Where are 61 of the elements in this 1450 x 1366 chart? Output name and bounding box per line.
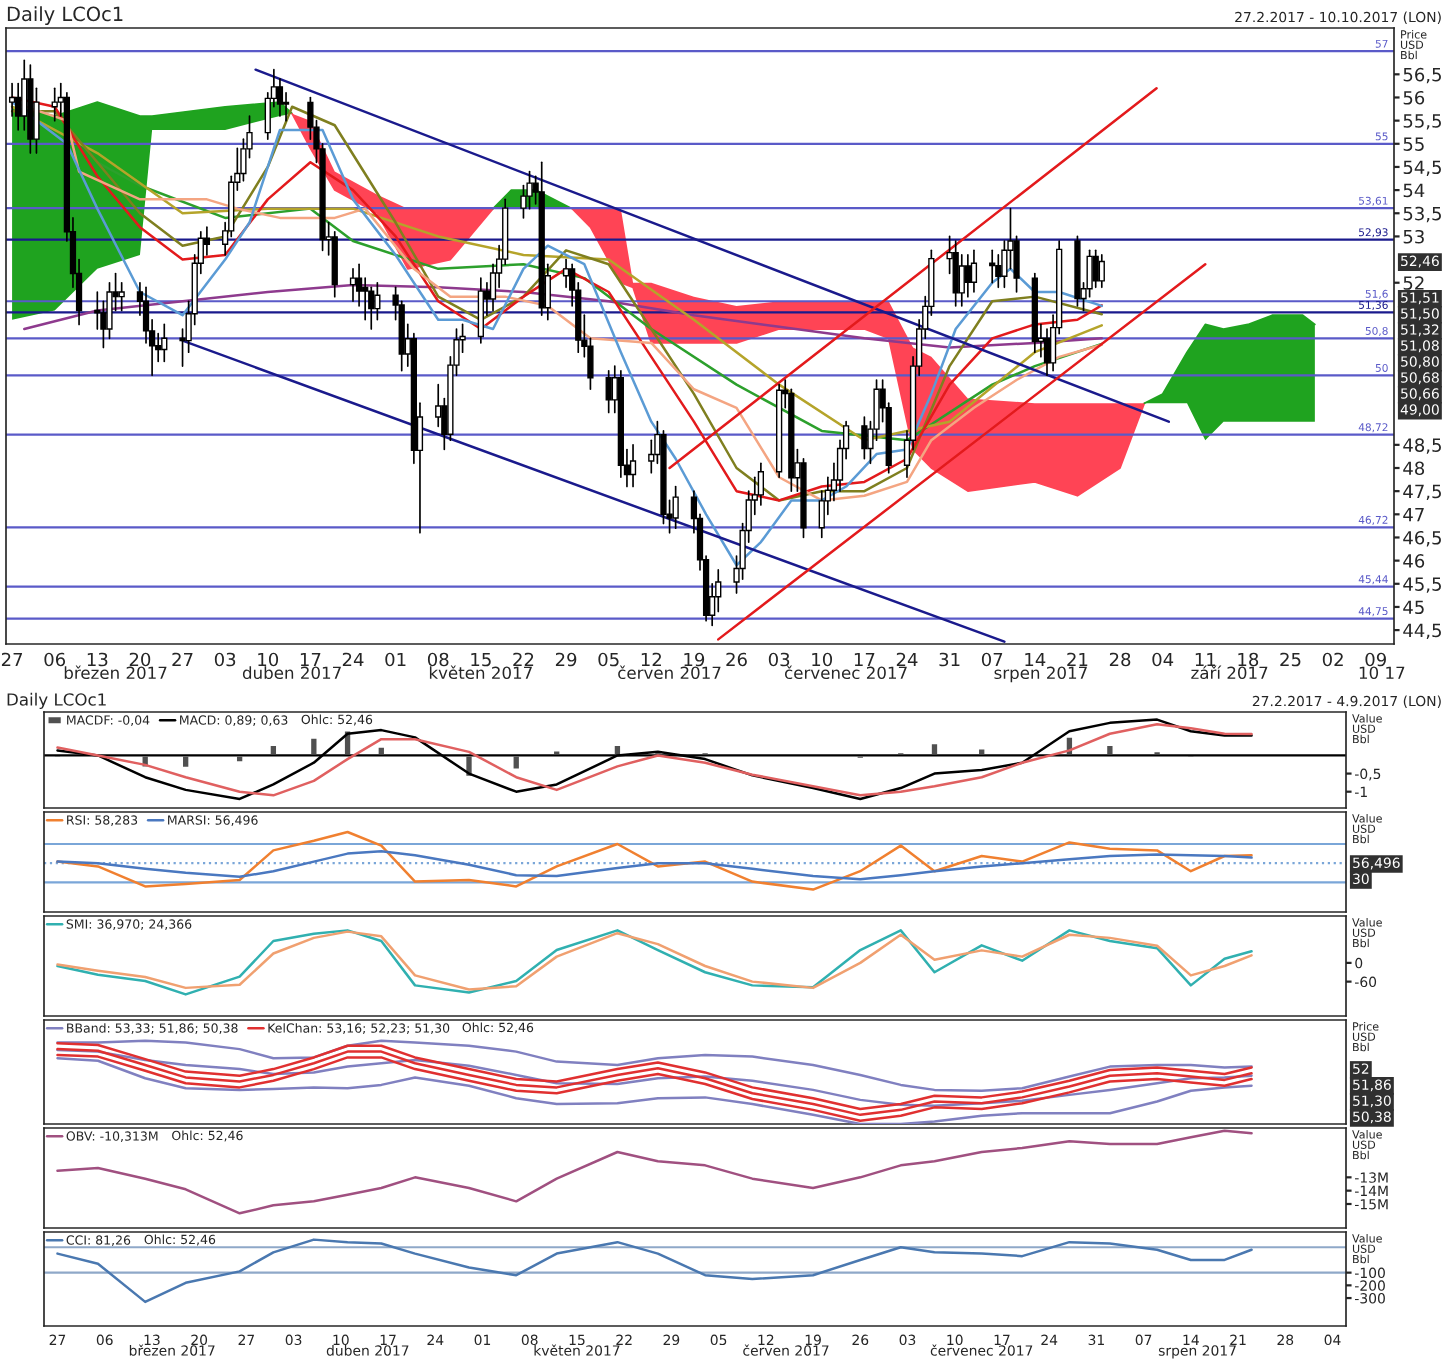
x-tick-label: 27: [172, 652, 193, 667]
y-tick-label: 52: [1403, 276, 1424, 290]
x-tick-label: 03: [214, 652, 236, 667]
y-tick-label: 54,5: [1403, 160, 1441, 176]
x-tick-label: 25: [1280, 652, 1301, 667]
x2-tick-label: červenec 2017: [784, 665, 907, 680]
x-tick-label: 17: [854, 652, 875, 667]
x-tick-label: 09: [1365, 652, 1386, 667]
x-tick-label: 08: [427, 652, 449, 667]
x-tick-label: 04: [1152, 652, 1174, 667]
x-tick-label: 13: [87, 652, 108, 667]
x-tick-label: 18: [1238, 652, 1259, 667]
x-tick-label: 24: [896, 652, 918, 667]
x-tick-label: 10: [258, 652, 279, 667]
y-tick-label: 46: [1403, 554, 1425, 568]
x2-tick-label: září 2017: [1191, 665, 1268, 680]
x-tick-label: 20: [129, 652, 151, 667]
x2-tick-label: 10 17: [1359, 666, 1405, 680]
x-tick-label: 24: [342, 652, 364, 667]
x-tick-label: 17: [300, 652, 321, 667]
x-tick-label: 28: [1109, 652, 1131, 667]
y-tick-label: 54: [1403, 183, 1425, 198]
chart-title: Daily LCOc1: [7, 6, 123, 25]
x-tick-label: 29: [555, 652, 577, 667]
x2-tick-label: duben 2017: [242, 666, 341, 680]
x-tick-label: 31: [939, 652, 960, 667]
y-tick-label: 56: [1403, 90, 1425, 105]
x2-tick-label: květen 2017: [429, 665, 532, 680]
y-tick-label: 56,5: [1403, 67, 1441, 84]
y-tick-label: 46,5: [1403, 530, 1441, 547]
chart-title: Daily LCOc1: [7, 692, 106, 709]
x-tick-label: 19: [684, 652, 705, 667]
y-tick-label: 53,5: [1403, 206, 1441, 223]
x-tick-label: 06: [44, 652, 66, 667]
x-tick-label: 14: [1025, 652, 1046, 667]
x-tick-label: 12: [641, 652, 661, 667]
y-tick-label: 55,5: [1403, 114, 1441, 130]
x-tick-label: 11: [1195, 652, 1216, 667]
x2-tick-label: červen 2017: [618, 665, 721, 680]
y-tick-label: 45: [1403, 600, 1424, 615]
y-tick-label: 47,5: [1403, 484, 1441, 501]
x-tick-label: 15: [471, 652, 491, 667]
x-tick-label: 27: [1, 652, 23, 667]
y-tick-label: 44,5: [1403, 623, 1441, 640]
x-tick-label: 02: [1322, 652, 1343, 667]
x-tick-label: 22: [513, 652, 534, 667]
x-tick-label: 03: [768, 652, 790, 667]
x-tick-label: 10: [812, 652, 833, 667]
y-tick-label: 48,5: [1403, 438, 1441, 454]
y-tick-label: 48: [1403, 461, 1425, 476]
y-tick-label: 45,5: [1403, 577, 1441, 593]
x-tick-label: 21: [1067, 652, 1088, 667]
x-tick-label: 07: [981, 652, 1003, 667]
x2-tick-label: srpen 2017: [994, 666, 1087, 683]
y-tick-label: 47: [1403, 508, 1424, 522]
y-tick-label: 53: [1403, 229, 1424, 244]
x-tick-label: 05: [598, 652, 619, 667]
x2-tick-label: březen 2017: [64, 665, 167, 680]
x-tick-label: 01: [385, 652, 406, 667]
y-tick-label: 55: [1403, 137, 1424, 151]
x-tick-label: 26: [726, 652, 747, 667]
